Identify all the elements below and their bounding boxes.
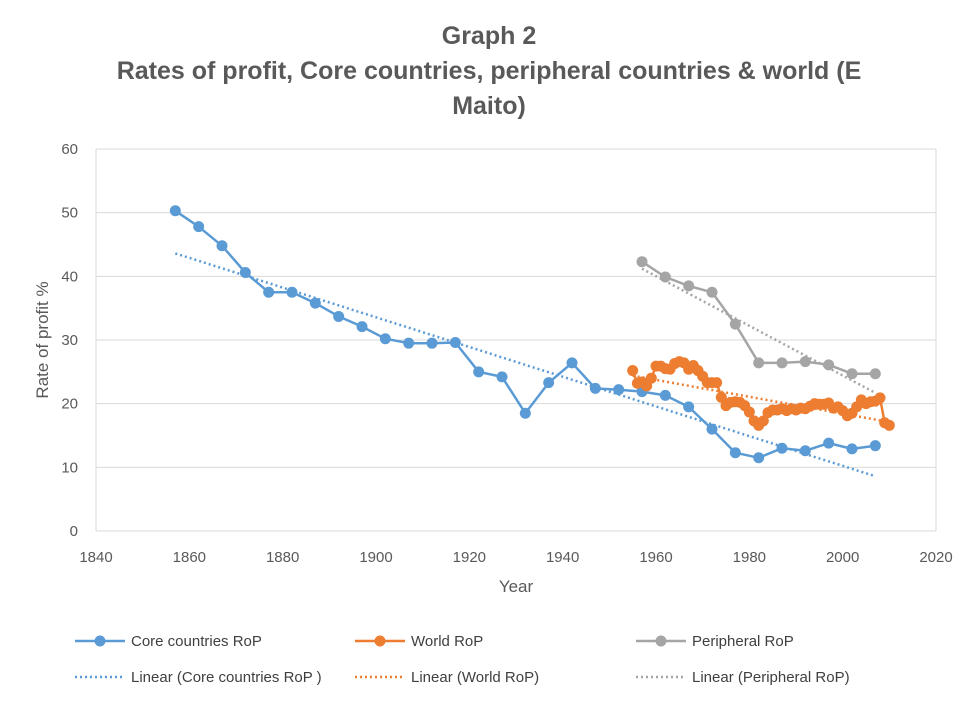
data-point-s0-18 [589,382,601,394]
data-point-s2-1 [659,271,671,283]
data-point-s0-27 [799,445,811,457]
data-point-s1-25 [743,406,755,418]
chart-title: Graph 2 Rates of profit, Core countries,… [117,22,862,120]
chart-title-line-3: Maito) [452,92,526,120]
data-point-s1-4 [645,372,657,384]
data-point-s1-18 [711,377,723,389]
trendline-1 [632,374,890,424]
data-point-s0-4 [263,286,275,298]
data-point-s0-5 [286,286,298,298]
x-tick-label-1920: 1920 [453,549,486,566]
chart-title-line-2: Rates of profit, Core countries, periphe… [117,57,862,85]
data-point-s2-6 [776,357,788,369]
data-point-s0-6 [309,297,321,309]
legend-trend-label-1: Linear (World RoP) [411,669,539,686]
legend-trend-label-0: Linear (Core countries RoP ) [131,669,322,686]
data-point-s0-11 [426,337,438,349]
trendlines [174,252,890,478]
data-point-s2-0 [636,256,648,268]
legend-marker-2 [655,635,667,647]
data-point-s2-7 [799,356,811,368]
legend-label-0: Core countries RoP [131,633,262,650]
data-point-s0-28 [823,437,835,449]
data-point-s0-14 [496,371,508,383]
data-point-s0-3 [239,267,251,279]
x-tick-label-2020: 2020 [919,549,952,566]
data-point-s0-2 [216,240,228,252]
x-tick-label-1840: 1840 [79,549,112,566]
data-point-s1-53 [874,392,886,404]
data-point-s0-7 [333,310,345,322]
data-point-s2-5 [753,357,765,369]
x-tick-label-1980: 1980 [733,549,766,566]
y-tick-label-30: 30 [61,332,78,349]
x-tick-label-1880: 1880 [266,549,299,566]
trendline-2 [641,267,876,394]
data-point-s0-12 [449,337,461,349]
legend-label-2: Peripheral RoP [692,633,794,650]
data-point-s0-21 [659,389,671,401]
legend-marker-0 [94,635,106,647]
y-tick-label-20: 20 [61,396,78,413]
y-tick-label-50: 50 [61,205,78,222]
data-point-s2-9 [846,368,858,380]
data-point-s0-16 [543,377,555,389]
legend-trend-label-2: Linear (Peripheral RoP) [692,669,850,686]
x-tick-label-1900: 1900 [359,549,392,566]
series-line-0 [174,209,876,460]
y-tick-label-10: 10 [61,459,78,476]
legend: Core countries RoP World RoP Peripheral Ro… [75,633,850,686]
data-point-s0-10 [403,337,415,349]
data-point-s0-29 [846,443,858,455]
trendline-0 [174,252,876,478]
legend-marker-1 [374,635,386,647]
y-axis-title: Rate of profit % [33,281,52,398]
data-point-s0-30 [869,440,881,452]
data-point-s0-9 [379,333,391,345]
data-point-s2-2 [683,280,695,292]
data-point-s0-13 [473,366,485,378]
gridlines [95,148,937,531]
x-tick-label-2000: 2000 [826,549,859,566]
data-point-s0-23 [706,423,718,435]
data-point-s0-17 [566,357,578,369]
data-point-s2-10 [869,368,881,380]
data-point-s0-0 [169,205,181,217]
data-point-s2-3 [706,286,718,298]
y-tick-label-0: 0 [70,523,78,540]
x-tick-label-1940: 1940 [546,549,579,566]
chart-title-line-1: Graph 2 [442,22,536,50]
data-point-s2-4 [729,318,741,330]
y-tick-label-40: 40 [61,268,78,285]
data-point-s0-1 [193,221,205,233]
x-tick-label-1960: 1960 [639,549,672,566]
data-point-s1-28 [757,415,769,427]
data-point-s0-25 [753,452,765,464]
x-axis-title: Year [499,577,534,596]
data-point-s0-19 [613,384,625,396]
data-series [169,205,895,464]
data-point-s0-8 [356,321,368,333]
data-point-s2-8 [823,359,835,371]
data-point-s1-55 [883,419,895,431]
y-tick-label-60: 60 [61,141,78,158]
data-point-s0-26 [776,442,788,454]
axes: 0 10 20 30 40 50 60 1840 1860 1880 1900 1920 1940 196… [61,141,952,566]
data-point-s0-24 [729,447,741,459]
data-point-s1-0 [627,365,639,377]
data-point-s0-22 [683,401,695,413]
legend-label-1: World RoP [411,633,483,650]
data-point-s0-15 [519,407,531,419]
data-point-s1-19 [715,391,727,403]
x-tick-label-1860: 1860 [173,549,206,566]
